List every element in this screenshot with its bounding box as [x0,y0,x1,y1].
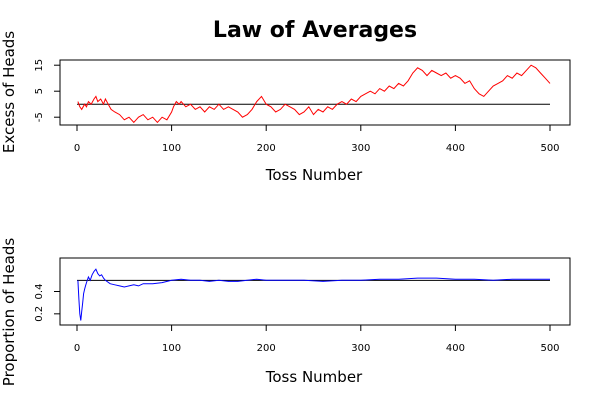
x-tick-label: 400 [446,143,465,154]
plot-frame-2 [59,257,571,326]
x-axis-label-2: Toss Number [265,368,363,386]
plot-area-1 [77,64,551,124]
y-axis-2: 0.20.4 [34,284,60,322]
y-tick-label: 15 [34,59,45,72]
panel-excess-of-heads: 0 100 200 300 400 500 -5 5 15 Toss Number Exces… [0,31,571,184]
x-tick-label: 200 [257,343,276,354]
y-axis-label-1: Excess of Heads [0,31,18,153]
x-tick-label: 300 [351,343,370,354]
x-tick-label: 200 [257,143,276,154]
x-tick-label: 400 [446,343,465,354]
y-tick-label: 5 [34,88,45,94]
x-tick-label: 500 [540,343,559,354]
x-tick-label: 100 [162,143,181,154]
series-line-1 [77,268,550,321]
chart-title: Law of Averages [213,18,417,43]
x-tick-label: 0 [74,343,80,354]
x-axis-2: 0 100 200 300 400 500 [74,325,560,354]
x-tick-label: 0 [74,143,80,154]
y-tick-label: 0.4 [34,284,45,300]
y-axis-label-2: Proportion of Heads [0,238,18,387]
x-tick-label: 500 [540,143,559,154]
plot-area-2 [77,268,550,321]
y-tick-label: 0.2 [34,306,45,322]
panel-proportion-of-heads: 0 100 200 300 400 500 0.20.4 Toss Number Prop… [0,238,571,387]
series-line-1 [77,64,551,124]
y-axis-1: -5 5 15 [34,59,60,122]
x-axis-1: 0 100 200 300 400 500 [74,125,560,154]
x-tick-label: 100 [162,343,181,354]
y-tick-label: -5 [34,112,45,122]
x-axis-label-1: Toss Number [265,166,363,184]
x-tick-label: 300 [351,143,370,154]
plot-frame-1 [59,59,571,126]
